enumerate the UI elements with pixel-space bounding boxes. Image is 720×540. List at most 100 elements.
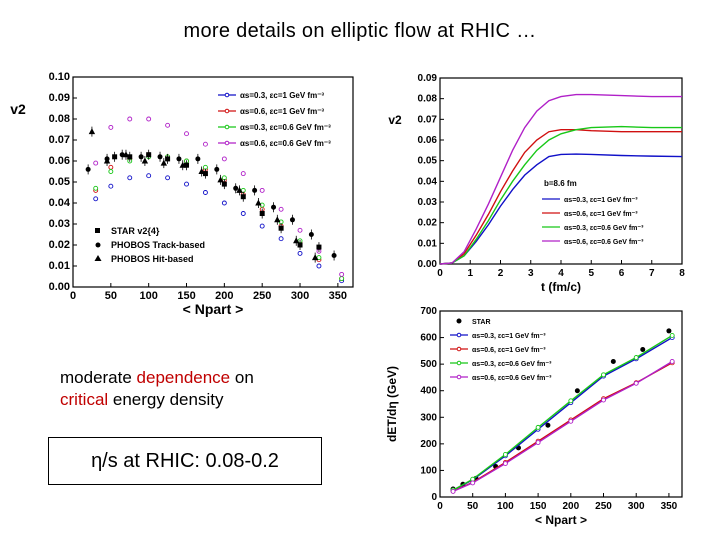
legend-label: αs=0.6, εc=0.6 GeV fm⁻³ (472, 375, 552, 382)
data-point (240, 211, 246, 216)
y-tick-label: 0.00 (418, 259, 438, 270)
plot-frame (72, 76, 354, 288)
data-point (297, 250, 303, 256)
data-point (259, 187, 265, 193)
x-tick-label: 6 (619, 268, 625, 279)
plot-frame (439, 310, 683, 498)
v2-vs-npart-chart: 0 50 100 150 200 250 300 350 0.00 0.01 0.02 0.03 0.0… (10, 71, 354, 317)
x-tick-label: 8 (679, 268, 685, 279)
x-tick-label: 0 (437, 268, 443, 279)
legend-marker (456, 346, 462, 352)
y-tick-label: 700 (420, 306, 437, 317)
data-point (278, 206, 284, 212)
legend-marker (456, 332, 462, 338)
impact-parameter-annotation: b=8.6 fm (544, 179, 577, 188)
data-point (640, 347, 646, 353)
data-point (202, 190, 208, 195)
y-tick-label: 0.05 (418, 156, 438, 167)
data-point (535, 440, 541, 445)
legend-marker (224, 108, 230, 114)
x-tick-label: 7 (649, 268, 655, 279)
v2-vs-time-chart: 0 1 2 3 4 5 6 7 8 0.00 0.01 0.02 0.03 0.04 0.05 0.06 0.0… (388, 73, 685, 294)
data-point (502, 452, 508, 457)
y-tick-label: 0.04 (418, 176, 438, 187)
note-highlight-dependence: dependence (136, 368, 231, 387)
data-point (669, 359, 675, 364)
legend-marker (456, 360, 462, 366)
legend-label: PHOBOS Hit-based (111, 254, 194, 264)
series-line (439, 93, 682, 265)
legend-label: PHOBOS Track-based (111, 240, 205, 250)
y-axis-label: dET/dη (GeV) (385, 366, 399, 442)
data-point (669, 332, 675, 338)
legend-marker (456, 318, 462, 324)
data-point (568, 418, 574, 424)
data-point (93, 196, 99, 202)
data-point (633, 380, 639, 386)
data-point (535, 424, 541, 430)
x-axis-label: t (fm/c) (541, 280, 581, 294)
legend-marker (95, 242, 101, 248)
x-tick-label: 200 (215, 290, 233, 302)
data-point (240, 171, 246, 177)
series-line (452, 334, 673, 491)
note-text-1: moderate (60, 368, 137, 387)
data-point (165, 175, 171, 181)
x-tick-label: 300 (628, 501, 645, 512)
y-tick-label: 0.09 (418, 73, 438, 84)
legend-marker (95, 228, 100, 233)
y-tick-label: 0.02 (418, 218, 438, 229)
x-tick-label: 150 (177, 290, 195, 302)
data-point (108, 183, 114, 189)
series-line (452, 360, 673, 493)
y-tick-label: 0.05 (49, 176, 70, 188)
note-highlight-critical: critical (60, 390, 109, 409)
data-point (221, 200, 227, 206)
data-point (127, 116, 133, 122)
data-point (339, 276, 345, 282)
data-point (165, 122, 171, 128)
y-tick-label: 0.07 (418, 114, 438, 125)
x-tick-label: 0 (70, 290, 76, 302)
x-tick-label: 1 (467, 268, 473, 279)
legend-marker (224, 124, 230, 130)
slide-title: more details on elliptic flow at RHIC … (183, 20, 537, 42)
x-tick-label: 300 (291, 290, 309, 302)
y-tick-label: 0.06 (418, 135, 438, 146)
y-tick-label: 0.07 (49, 134, 70, 146)
y-axis-label: v2 (388, 113, 402, 127)
legend-label: αs=0.3, εc=0.6 GeV fm⁻³ (472, 361, 552, 368)
et-vs-npart-chart: 0 50 100 150 200 250 300 350 0 100 200 300 400 500 600… (385, 306, 683, 527)
y-tick-label: 0.01 (49, 260, 70, 272)
data-point (93, 185, 99, 191)
y-tick-label: 0.09 (49, 92, 70, 104)
series-line (439, 125, 682, 265)
note-text-2: on (230, 368, 254, 387)
legend-label: αs=0.3, εc=1 GeV fm⁻³ (472, 333, 546, 340)
data-point (470, 480, 476, 486)
dependence-note: moderate dependence on critical energy de… (60, 367, 360, 411)
legend-marker (224, 140, 230, 146)
x-tick-label: 150 (530, 501, 547, 512)
x-tick-label: 0 (437, 501, 443, 512)
legend-label: αs=0.6, εc=1 GeV fm⁻³ (472, 347, 546, 354)
data-point (93, 160, 99, 166)
data-point (108, 169, 114, 174)
x-tick-label: 4 (558, 268, 564, 279)
legend-label: αs=0.3, εc=1 GeV fm⁻³ (564, 197, 638, 204)
data-point (316, 263, 322, 269)
y-tick-label: 0.01 (418, 238, 438, 249)
data-point (339, 271, 345, 277)
y-tick-label: 400 (420, 386, 437, 397)
data-point (146, 173, 152, 179)
data-point (221, 156, 227, 162)
data-point (610, 358, 616, 364)
data-point (202, 141, 208, 147)
y-tick-label: 0.06 (49, 155, 70, 167)
x-tick-label: 100 (139, 290, 157, 302)
x-axis-label: < Npart > (183, 301, 244, 317)
legend-label: αs=0.6, εc=0.6 GeV fm⁻³ (564, 239, 644, 246)
data-point (545, 422, 551, 428)
y-tick-label: 0.10 (49, 71, 70, 83)
data-point (601, 372, 606, 378)
